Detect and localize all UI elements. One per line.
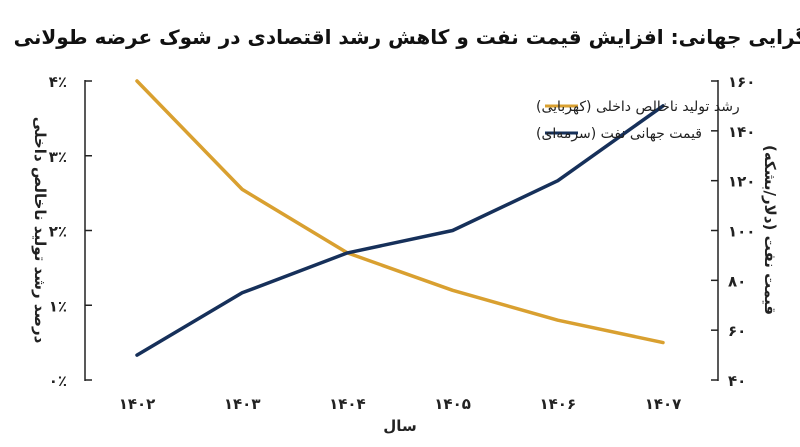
oil-price-line — [135, 104, 665, 357]
left-y-axis-ticks: ۰٪ ۱٪ ۲٪ ۳٪ ۴٪ — [49, 73, 92, 390]
x-tick-label: ۱۴۰۷ — [645, 395, 682, 413]
left-tick-label: ۰٪ — [49, 372, 67, 390]
x-axis-ticks: ۱۴۰۲ ۱۴۰۳ ۱۴۰۴ ۱۴۰۵ ۱۴۰۶ ۱۴۰۷ — [119, 395, 682, 413]
x-axis-label: سال — [383, 417, 416, 435]
right-y-axis-label: قیمت نفت (دلار/بشکه) — [761, 145, 779, 315]
left-tick-label: ۴٪ — [49, 73, 67, 91]
x-tick-label: ۱۴۰۲ — [119, 395, 156, 413]
right-tick-label: ۱۰۰ — [728, 223, 755, 241]
left-tick-label: ۲٪ — [49, 223, 67, 241]
series-layer — [135, 79, 665, 357]
x-tick-label: ۱۴۰۳ — [224, 395, 261, 413]
right-tick-label: ۶۰ — [728, 322, 746, 340]
left-tick-label: ۳٪ — [49, 148, 67, 166]
legend: رشد تولید ناخالص داخلی (کهربایی) قیمت جه… — [536, 99, 740, 142]
gdp-growth-line — [135, 79, 665, 345]
legend-label-oil: قیمت جهانی نفت (سرمه‌ای) — [536, 126, 702, 142]
x-tick-label: ۱۴۰۶ — [539, 395, 576, 413]
legend-label-gdp: رشد تولید ناخالص داخلی (کهربایی) — [536, 99, 740, 115]
left-tick-label: ۱٪ — [49, 297, 67, 315]
right-y-axis-ticks: ۴۰ ۶۰ ۸۰ ۱۰۰ ۱۲۰ ۱۴۰ ۱۶۰ — [711, 73, 755, 390]
right-tick-label: ۱۴۰ — [728, 123, 755, 141]
right-tick-label: ۴۰ — [728, 372, 746, 390]
chart-title: واگرایی جهانی: افزایش قیمت نفت و کاهش رش… — [14, 25, 800, 49]
x-tick-label: ۱۴۰۵ — [434, 395, 471, 413]
right-tick-label: ۱۲۰ — [728, 173, 755, 191]
right-tick-label: ۱۶۰ — [728, 73, 755, 91]
x-tick-label: ۱۴۰۴ — [329, 395, 366, 413]
right-tick-label: ۸۰ — [728, 272, 746, 290]
left-y-axis-label: درصد رشد تولید ناخالص داخلی — [31, 117, 49, 344]
